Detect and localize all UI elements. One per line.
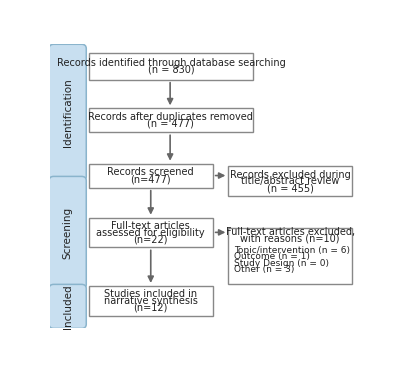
- Text: with reasons (n=10): with reasons (n=10): [240, 233, 340, 243]
- Text: Records excluded during: Records excluded during: [230, 169, 351, 180]
- Text: Identification: Identification: [63, 78, 73, 147]
- Text: Records identified through database searching: Records identified through database sear…: [56, 58, 285, 68]
- Text: Topic/intervention (n = 6): Topic/intervention (n = 6): [234, 246, 350, 255]
- Text: Screening: Screening: [63, 206, 73, 259]
- Bar: [89, 53, 253, 80]
- Text: assessed for eligibility: assessed for eligibility: [96, 228, 205, 238]
- FancyBboxPatch shape: [49, 284, 86, 328]
- Text: narrative synthesis: narrative synthesis: [104, 296, 198, 306]
- Bar: [89, 286, 213, 315]
- Text: (n=22): (n=22): [134, 234, 168, 244]
- Text: (n = 830): (n = 830): [148, 65, 194, 75]
- Text: (n=12): (n=12): [134, 303, 168, 313]
- Text: Full-text articles: Full-text articles: [111, 221, 190, 231]
- Text: Other (n = 3): Other (n = 3): [234, 265, 294, 274]
- Text: title/abstract review: title/abstract review: [241, 176, 340, 186]
- Text: (n = 455): (n = 455): [267, 183, 314, 193]
- Bar: [228, 166, 352, 196]
- Bar: [89, 163, 213, 188]
- Text: Records after duplicates removed: Records after duplicates removed: [88, 112, 253, 122]
- Text: Outcome (n = 1): Outcome (n = 1): [234, 252, 310, 261]
- Text: Full-text articles excluded,: Full-text articles excluded,: [226, 227, 355, 237]
- Bar: [89, 108, 253, 132]
- FancyBboxPatch shape: [49, 44, 86, 181]
- Text: (n = 477): (n = 477): [148, 119, 194, 129]
- FancyBboxPatch shape: [49, 176, 86, 289]
- Text: Records screened: Records screened: [108, 167, 194, 177]
- Bar: [228, 228, 352, 284]
- Text: Included: Included: [63, 284, 73, 329]
- Text: (n=477): (n=477): [130, 174, 171, 184]
- Bar: [89, 218, 213, 248]
- Text: Study Design (n = 0): Study Design (n = 0): [234, 259, 329, 268]
- Text: Studies included in: Studies included in: [104, 289, 197, 299]
